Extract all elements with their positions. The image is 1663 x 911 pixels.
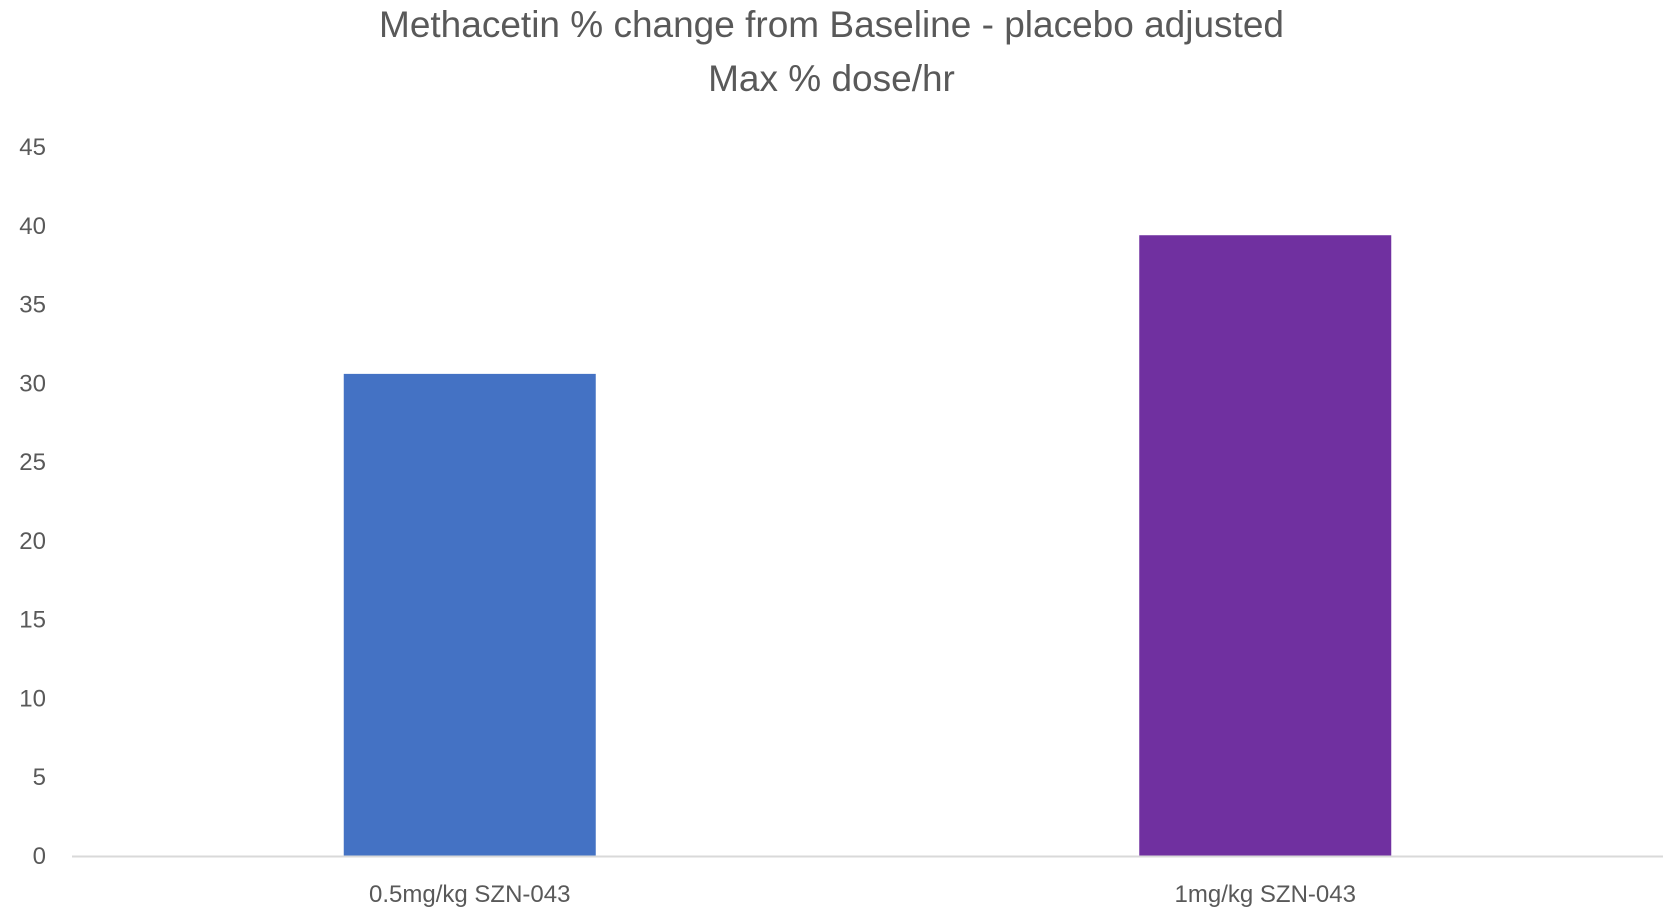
bar [343, 373, 596, 856]
y-tick-label: 10 [19, 685, 46, 712]
y-tick-label: 25 [19, 449, 46, 476]
y-tick-label: 45 [19, 134, 46, 161]
x-axis: 0.5mg/kg SZN-043 1mg/kg SZN-043 [369, 881, 1356, 908]
y-tick-label: 15 [19, 607, 46, 634]
y-tick-label: 35 [19, 292, 46, 319]
x-tick-label: 1mg/kg SZN-043 [1175, 881, 1356, 908]
y-tick-label: 20 [19, 528, 46, 555]
y-axis: 0 5 10 15 20 25 30 35 40 45 [19, 134, 46, 870]
chart-title: Methacetin % change from Baseline - plac… [379, 4, 1284, 45]
bar-series [343, 235, 1392, 857]
y-tick-label: 0 [33, 843, 46, 870]
y-tick-label: 40 [19, 213, 46, 240]
x-tick-label: 0.5mg/kg SZN-043 [369, 881, 570, 908]
y-tick-label: 5 [33, 764, 46, 791]
chart-subtitle: Max % dose/hr [708, 58, 955, 99]
bar [1139, 235, 1392, 857]
y-tick-label: 30 [19, 370, 46, 397]
